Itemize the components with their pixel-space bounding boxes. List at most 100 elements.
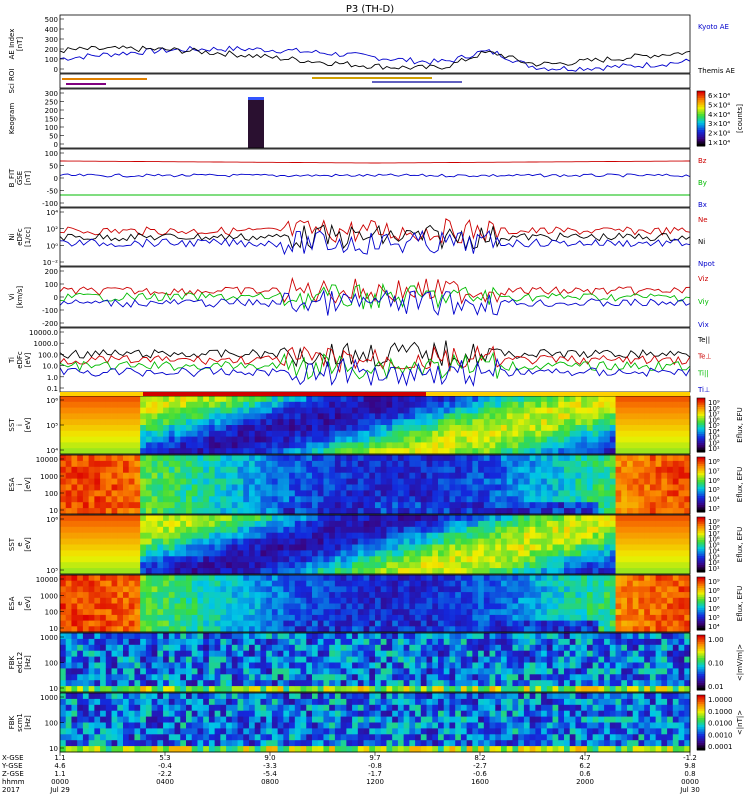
spectrogram-cell [392, 478, 399, 485]
spectrogram-cell [649, 538, 657, 545]
y-axis-label: [eV] [24, 537, 32, 552]
spectrogram-cell [518, 436, 525, 443]
spectrogram-cell [535, 466, 542, 474]
spectrogram-cell [667, 430, 674, 437]
spectrogram-cell [621, 419, 628, 426]
spectrogram-cell [208, 448, 216, 455]
spectrogram-cell [518, 502, 525, 509]
spectrogram-cell [672, 614, 679, 621]
spectrogram-cell [375, 544, 382, 551]
spectrogram-cell [117, 490, 124, 497]
spectrogram-cell [592, 407, 599, 414]
spectrogram-cell [266, 586, 273, 593]
spectrogram-cell [191, 556, 198, 563]
spectrogram-cell [495, 550, 502, 557]
spectrogram-cell [88, 575, 95, 582]
spectrogram-cell [357, 538, 364, 545]
colorbar-tick-label: 10⁸ [708, 587, 720, 595]
spectrogram-cell [455, 401, 462, 408]
spectrogram-cell [415, 556, 422, 563]
spectrogram-cell [380, 413, 387, 420]
spectrogram-cell [111, 472, 118, 479]
spectrogram-cell [352, 436, 359, 443]
spectrogram-cell [168, 478, 175, 485]
spectrogram-cell [128, 526, 135, 534]
spectrogram-cell [243, 532, 250, 539]
spectrogram-cell [174, 496, 181, 503]
spectrogram-cell [260, 575, 267, 582]
spectrogram-cell [197, 478, 204, 485]
spectrogram-cell [581, 460, 588, 468]
spectrogram-cell [88, 580, 95, 587]
spectrogram-cell [186, 656, 193, 663]
spectrogram-cell [340, 448, 347, 455]
spectrogram-cell [466, 580, 473, 587]
spectrogram-cell [649, 575, 657, 582]
spectrogram-cell [226, 532, 233, 539]
spectrogram-cell [151, 686, 158, 693]
spectrogram-cell [117, 656, 124, 663]
spectrogram-cell [237, 401, 244, 408]
spectrogram-cell [82, 478, 90, 485]
spectrogram-cell [541, 430, 548, 437]
y-tick-label: 0.1 [47, 385, 58, 393]
spectrogram-cell [604, 401, 611, 408]
spectrogram-cell [111, 401, 118, 408]
spectrogram-cell [535, 419, 542, 426]
spectrogram-cell [151, 644, 158, 652]
spectrogram-cell [672, 550, 679, 557]
series-line-ni [59, 223, 691, 251]
spectrogram-cell [334, 520, 342, 528]
spectrogram-cell [340, 526, 347, 534]
colorbar-cell [697, 551, 705, 555]
spectrogram-cell [369, 532, 376, 539]
spectrogram-cell [667, 544, 674, 551]
spectrogram-cell [409, 401, 416, 408]
spectrogram-cell [231, 526, 238, 534]
spectrogram-cell [586, 466, 594, 474]
spectrogram-cell [478, 597, 485, 604]
spectrogram-cell [632, 626, 639, 633]
spectrogram-cell [346, 620, 353, 627]
spectrogram-cell [111, 448, 118, 455]
spectrogram-cell [564, 478, 571, 485]
colorbar-cell [697, 427, 705, 430]
spectrogram-cell [294, 626, 301, 633]
spectrogram-cell [289, 401, 296, 408]
spectrogram-cell [512, 603, 519, 610]
spectrogram-cell [145, 686, 153, 693]
spectrogram-cell [386, 407, 393, 414]
spectrogram-cell [357, 597, 364, 604]
spectrogram-cell [523, 568, 531, 575]
spectrogram-cell [357, 430, 364, 437]
spectrogram-cell [649, 430, 657, 437]
legend-entry: Viz [698, 275, 709, 283]
spectrogram-cell [432, 508, 439, 515]
spectrogram-cell [415, 419, 422, 426]
spectrogram-cell [249, 496, 256, 503]
spectrogram-cell [512, 413, 519, 420]
spectrogram-cell [317, 430, 324, 437]
spectrogram-cell [294, 580, 301, 587]
spectrogram-cell [403, 580, 410, 587]
spectrogram-cell [277, 490, 284, 497]
spectrogram-cell [546, 484, 553, 491]
spectrogram-cell [346, 502, 353, 509]
spectrogram-cell [317, 532, 324, 539]
spectrogram-cell [632, 478, 639, 485]
spectrogram-cell [598, 472, 605, 479]
spectrogram-cell [111, 650, 118, 657]
spectrogram-cell [426, 455, 433, 462]
spectrogram-cell [208, 496, 216, 503]
spectrogram-cell [678, 568, 685, 575]
spectrogram-cell [397, 568, 405, 575]
spectrogram-cell [552, 609, 559, 616]
spectrogram-cell [140, 668, 147, 675]
spectrogram-cell [214, 626, 221, 633]
spectrogram-cell [151, 472, 158, 479]
spectrogram-cell [88, 396, 95, 403]
spectrogram-cell [151, 425, 158, 432]
spectrogram-cell [249, 484, 256, 491]
spectrogram-cell [449, 502, 456, 509]
spectrogram-cell [334, 430, 342, 437]
